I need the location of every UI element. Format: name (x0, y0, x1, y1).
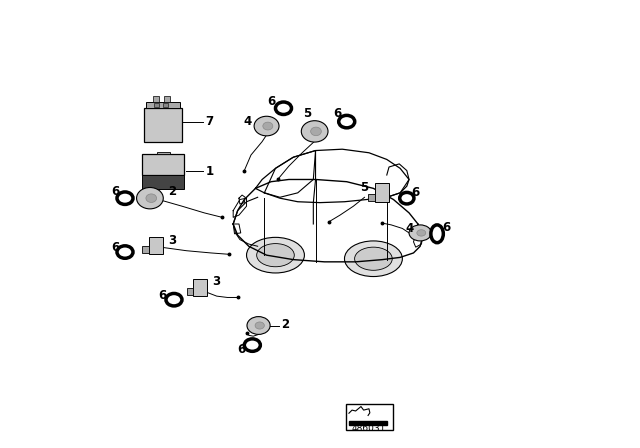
Text: 6: 6 (237, 343, 245, 356)
Text: 486031: 486031 (352, 424, 386, 433)
Ellipse shape (146, 194, 157, 202)
Polygon shape (368, 194, 375, 201)
Ellipse shape (246, 237, 305, 273)
Bar (154, 103, 159, 107)
Polygon shape (148, 237, 163, 254)
Text: 2: 2 (281, 318, 289, 331)
Ellipse shape (136, 188, 163, 209)
Polygon shape (164, 95, 170, 102)
Text: 7: 7 (205, 115, 214, 128)
Text: 2: 2 (168, 185, 177, 198)
Text: 1: 1 (205, 165, 214, 178)
Polygon shape (187, 288, 193, 295)
Ellipse shape (257, 244, 294, 267)
Polygon shape (145, 108, 182, 142)
Ellipse shape (409, 225, 431, 241)
Ellipse shape (255, 322, 264, 329)
Polygon shape (153, 95, 159, 102)
Ellipse shape (355, 247, 392, 270)
Ellipse shape (344, 241, 403, 276)
Text: 3: 3 (212, 276, 220, 289)
Text: 4: 4 (405, 222, 413, 235)
Polygon shape (349, 421, 387, 425)
Ellipse shape (263, 122, 273, 130)
Bar (163, 103, 168, 107)
Text: 5: 5 (360, 181, 368, 194)
Ellipse shape (254, 116, 279, 136)
Polygon shape (142, 175, 184, 189)
Text: 3: 3 (168, 233, 177, 246)
Text: 6: 6 (412, 186, 420, 199)
Text: 5: 5 (303, 107, 311, 120)
Text: 6: 6 (333, 107, 341, 120)
Text: 6: 6 (111, 241, 120, 254)
Text: 6: 6 (158, 289, 166, 302)
Ellipse shape (417, 230, 426, 236)
Polygon shape (375, 184, 389, 202)
Text: 4: 4 (243, 115, 252, 128)
Polygon shape (193, 279, 207, 296)
Text: 6: 6 (111, 185, 120, 198)
Bar (346, 404, 392, 430)
Polygon shape (147, 102, 180, 108)
Polygon shape (142, 154, 184, 175)
Polygon shape (142, 246, 148, 253)
Polygon shape (157, 152, 170, 154)
Ellipse shape (310, 127, 321, 136)
Text: 6: 6 (442, 221, 451, 234)
Text: 6: 6 (268, 95, 275, 108)
Ellipse shape (301, 121, 328, 142)
Ellipse shape (247, 317, 270, 334)
